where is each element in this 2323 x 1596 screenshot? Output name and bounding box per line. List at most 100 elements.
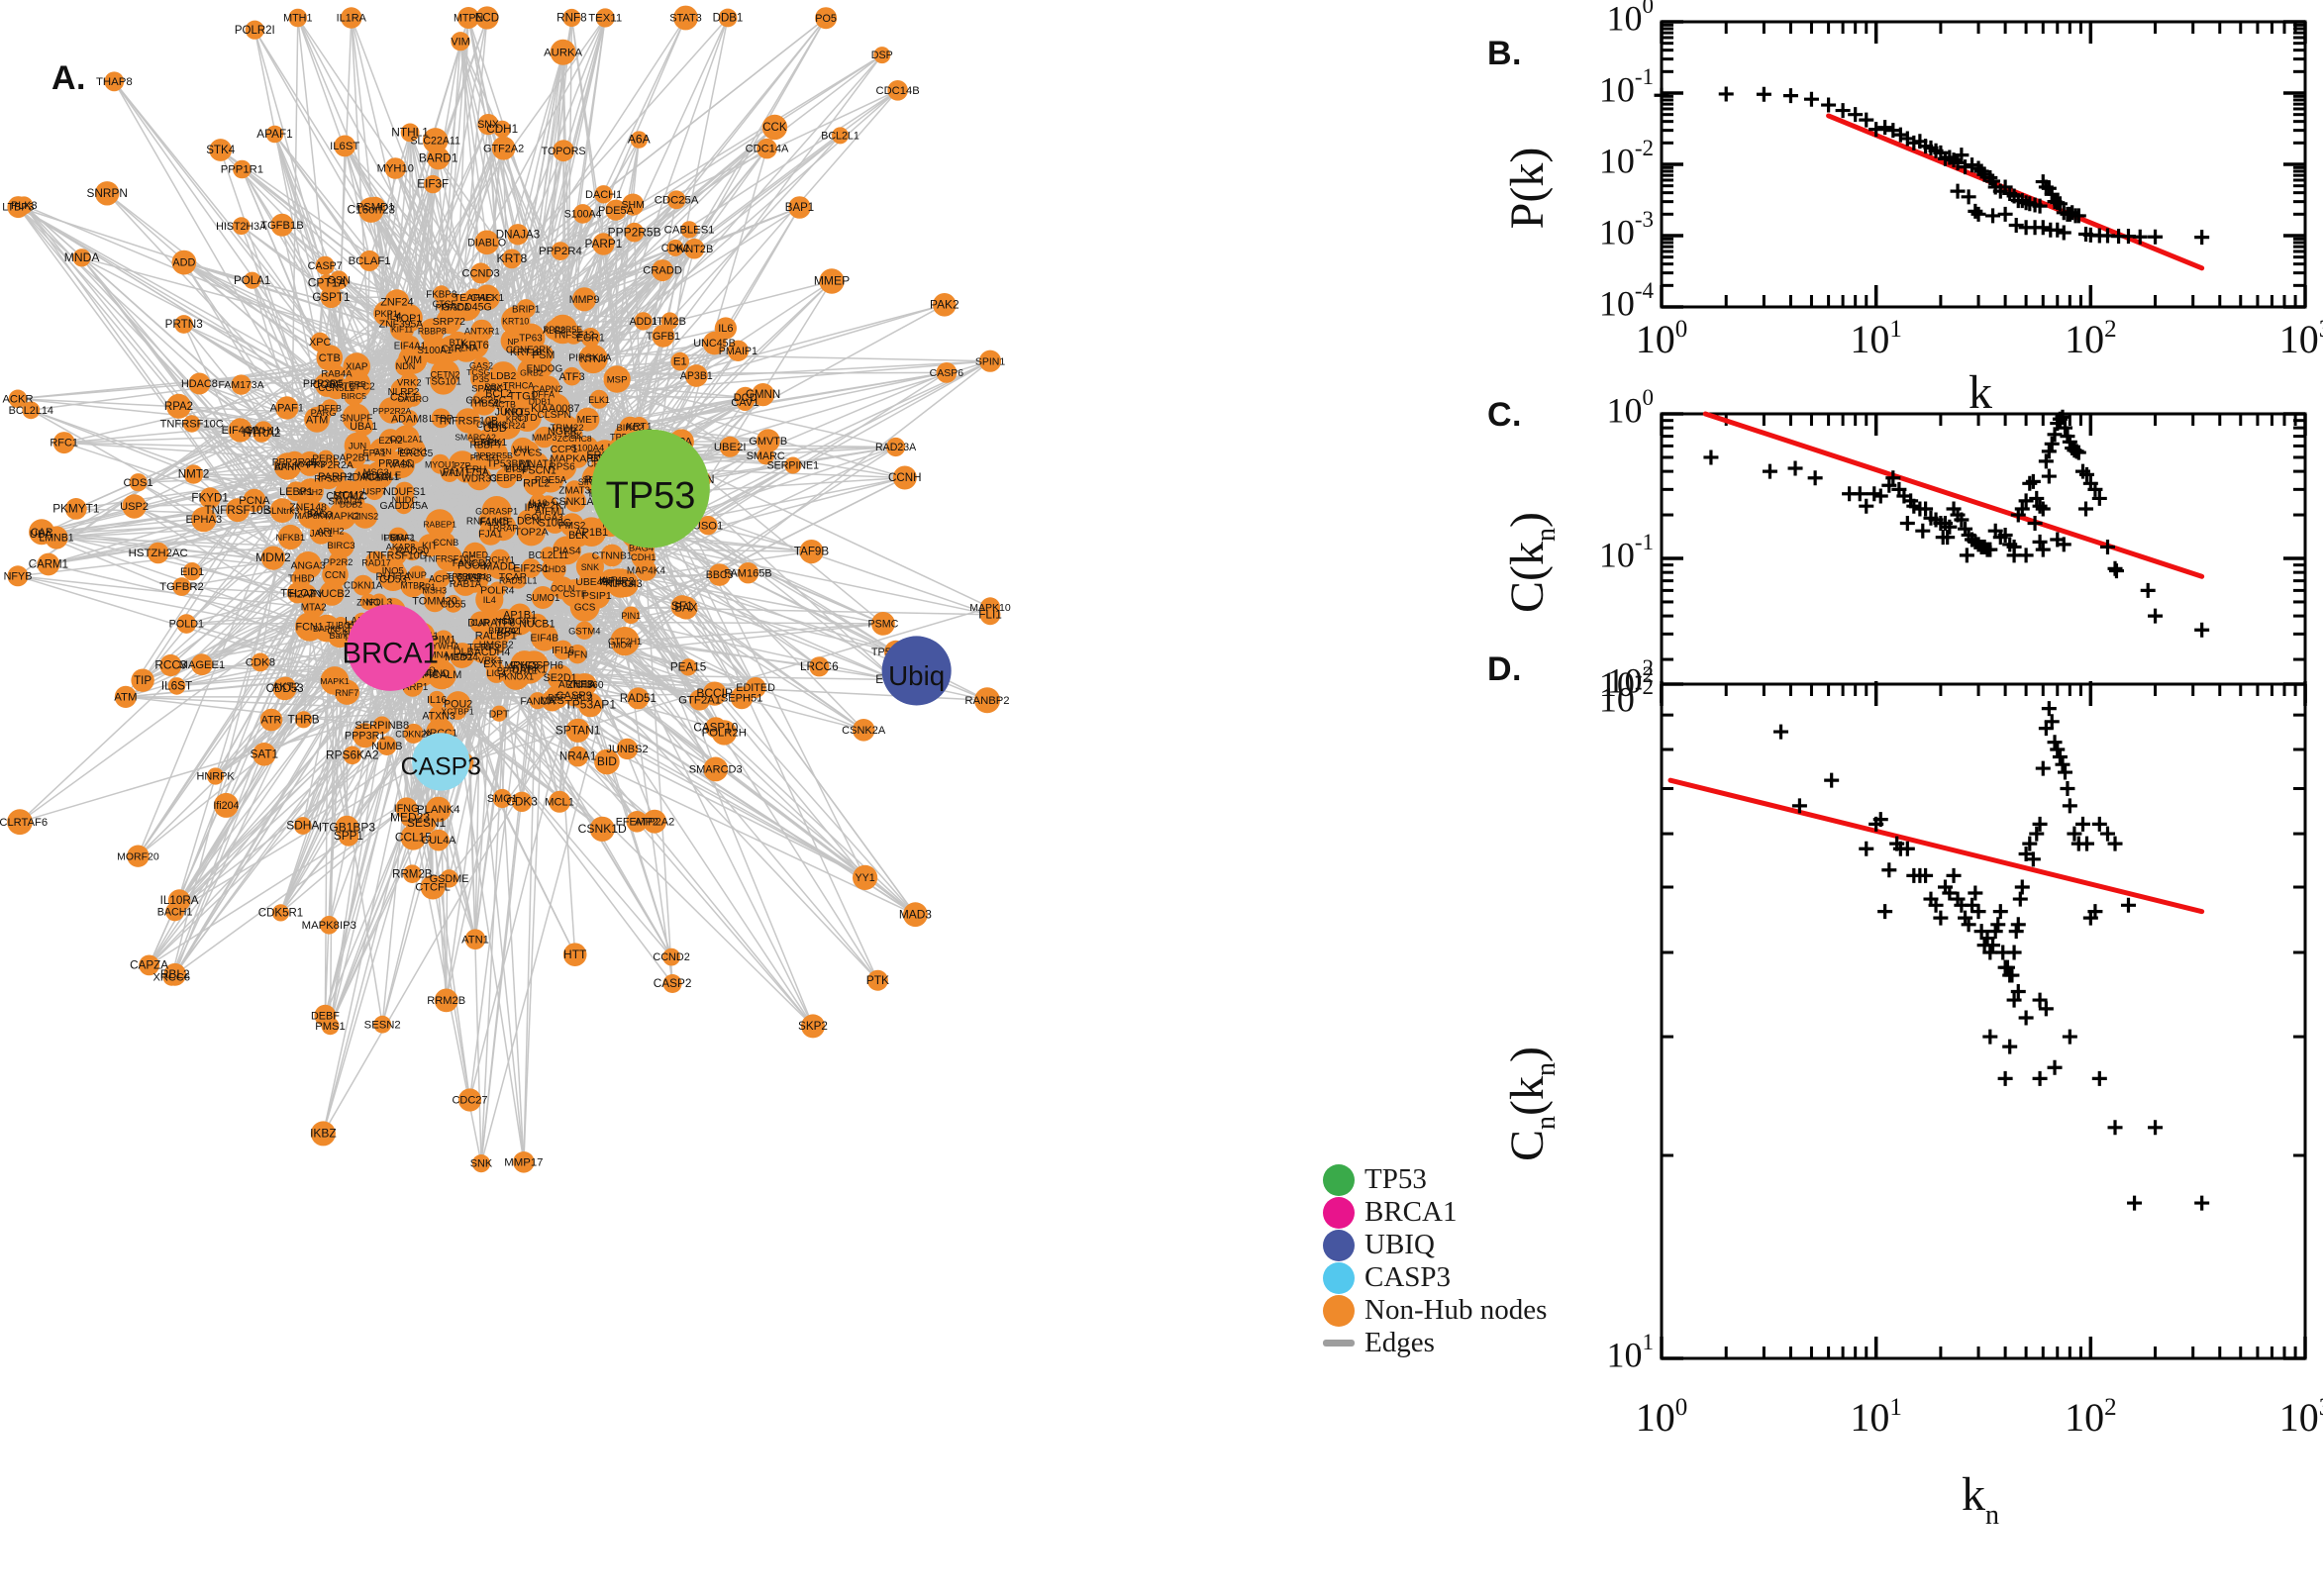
svg-text:GSN: GSN (327, 275, 350, 287)
svg-text:SNX: SNX (477, 119, 499, 131)
svg-text:MSH3: MSH3 (422, 585, 447, 595)
svg-text:BRIP1: BRIP1 (512, 304, 540, 315)
svg-text:THAP8: THAP8 (96, 76, 133, 88)
svg-text:EIF4B: EIF4B (530, 633, 558, 644)
svg-text:10-2: 10-2 (1599, 136, 1654, 180)
plot-column: B. 10010-110-210-310-4100101102103P(k)k … (1465, 0, 2323, 1596)
svg-text:PRTN3: PRTN3 (165, 318, 203, 331)
svg-text:SPTAN1: SPTAN1 (556, 723, 601, 737)
svg-text:RRM2B: RRM2B (392, 868, 433, 880)
svg-text:CASP7: CASP7 (308, 260, 343, 272)
svg-text:MMEP: MMEP (814, 274, 850, 288)
svg-text:RFC1: RFC1 (50, 438, 78, 449)
svg-text:IKBZ: IKBZ (310, 1127, 337, 1141)
svg-text:RPA1: RPA1 (497, 627, 523, 638)
svg-text:P(k): P(k) (1501, 148, 1554, 230)
svg-text:MCM2: MCM2 (333, 490, 364, 502)
svg-text:IL10RA: IL10RA (160, 894, 199, 907)
svg-text:ADD: ADD (172, 257, 195, 269)
svg-text:TIP: TIP (134, 674, 152, 687)
svg-text:CASP9: CASP9 (556, 690, 592, 702)
svg-text:CLSPN: CLSPN (537, 410, 571, 421)
legend-label: Edges (1364, 1327, 1435, 1358)
svg-text:10-3: 10-3 (1599, 207, 1654, 251)
svg-text:CSF1: CSF1 (390, 392, 417, 404)
legend-label: CASP3 (1364, 1261, 1452, 1293)
svg-text:PCLRTAF6: PCLRTAF6 (0, 817, 48, 829)
legend-node-swatch (1323, 1163, 1355, 1196)
svg-text:POLR2I: POLR2I (235, 25, 275, 37)
network-hub-nodes: TP53 BRCA1 Ubiq CASP3 (343, 429, 952, 791)
legend-label: UBIQ (1364, 1229, 1435, 1260)
svg-text:PKP1: PKP1 (374, 309, 398, 319)
svg-text:CDK5R1: CDK5R1 (258, 908, 303, 920)
svg-text:AURKA: AURKA (544, 47, 582, 58)
svg-text:TRRAP: TRRAP (487, 523, 518, 533)
legend-item-casp3: CASP3 (1323, 1261, 1511, 1294)
svg-text:MCL1: MCL1 (545, 796, 574, 808)
svg-text:PZP: PZP (454, 460, 471, 470)
svg-text:DAPK1: DAPK1 (512, 663, 547, 675)
svg-text:RPS6KA2: RPS6KA2 (326, 748, 379, 761)
svg-text:TNFRSF10B: TNFRSF10B (205, 504, 271, 517)
svg-text:CDK2: CDK2 (661, 243, 690, 254)
legend-item-ubiq: UBIQ (1323, 1229, 1511, 1261)
svg-text:PERP: PERP (312, 454, 340, 465)
svg-text:GSDME: GSDME (430, 873, 469, 885)
svg-text:CABLES1: CABLES1 (664, 225, 715, 237)
svg-text:102: 102 (2065, 1394, 2117, 1440)
svg-text:SPIN1: SPIN1 (975, 355, 1006, 367)
svg-text:Ifi204: Ifi204 (213, 800, 239, 812)
svg-text:RNF7: RNF7 (335, 688, 358, 698)
svg-text:LDB2: LDB2 (490, 371, 516, 382)
svg-text:CCND3: CCND3 (461, 268, 499, 280)
svg-text:SAT1: SAT1 (250, 747, 278, 760)
svg-text:AIFM1: AIFM1 (535, 506, 565, 518)
svg-text:GTF2A2: GTF2A2 (483, 143, 524, 154)
svg-text:PDE5A: PDE5A (598, 205, 634, 217)
svg-text:IL6ST: IL6ST (161, 680, 192, 693)
svg-text:GSPT1: GSPT1 (312, 291, 350, 304)
svg-text:UBE4B: UBE4B (575, 577, 609, 588)
svg-text:APAF1: APAF1 (256, 127, 293, 141)
svg-text:GINS2: GINS2 (352, 512, 378, 522)
svg-text:PLAGL1: PLAGL1 (362, 472, 399, 483)
svg-text:100: 100 (1607, 0, 1655, 38)
svg-text:BCL2L14: BCL2L14 (9, 405, 53, 417)
svg-text:TP53: TP53 (606, 475, 696, 517)
panel-c-plot: C. 100 10-1 10-2 C(kn) (1465, 386, 2323, 713)
svg-text:CDS1: CDS1 (124, 477, 153, 489)
svg-text:BARD1: BARD1 (419, 151, 458, 165)
svg-text:PIPSK1A: PIPSK1A (568, 352, 611, 363)
svg-text:MAPK1: MAPK1 (320, 676, 350, 686)
svg-text:FKYD1: FKYD1 (191, 492, 228, 505)
svg-text:BCL2L11: BCL2L11 (529, 550, 569, 561)
svg-text:GCS: GCS (574, 603, 596, 614)
svg-text:CTB: CTB (319, 352, 341, 364)
svg-text:PMAIP1: PMAIP1 (719, 346, 758, 357)
svg-text:ZMAT3: ZMAT3 (558, 486, 590, 497)
svg-text:POOB: POOB (457, 561, 486, 572)
svg-text:CDH1: CDH1 (631, 551, 656, 562)
svg-text:SMARCD3: SMARCD3 (689, 764, 743, 776)
legend-node-swatch (1323, 1196, 1355, 1229)
svg-text:BANK: BANK (274, 462, 301, 473)
svg-text:LTBP3: LTBP3 (2, 202, 34, 214)
svg-text:HNRPK: HNRPK (197, 771, 236, 783)
svg-text:E1: E1 (673, 356, 687, 368)
svg-text:KRT10: KRT10 (502, 317, 529, 327)
svg-text:BIRC3: BIRC3 (327, 541, 354, 551)
svg-text:TNFRSF10D: TNFRSF10D (366, 550, 428, 562)
svg-text:IL13RA2: IL13RA2 (381, 532, 415, 542)
svg-text:CDC14B: CDC14B (876, 85, 920, 97)
svg-text:HTRA2: HTRA2 (243, 427, 280, 440)
svg-text:ATM: ATM (114, 692, 137, 704)
svg-text:BAX: BAX (674, 603, 697, 615)
svg-text:PP2R2: PP2R2 (324, 556, 354, 567)
svg-text:ECD: ECD (475, 13, 499, 25)
svg-text:RBBP8: RBBP8 (418, 327, 447, 337)
svg-text:NUP: NUP (407, 570, 427, 580)
svg-text:FAM173A: FAM173A (219, 379, 264, 391)
